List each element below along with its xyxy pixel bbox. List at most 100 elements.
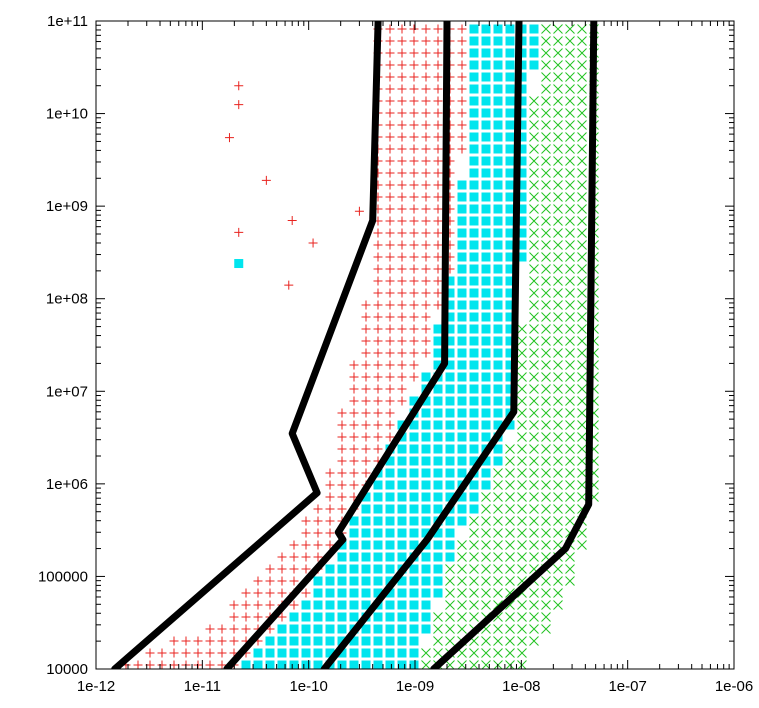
green-x-marker — [541, 600, 551, 610]
cyan-square-marker — [493, 84, 503, 94]
red-plus-marker — [397, 360, 407, 370]
red-plus-marker — [409, 372, 419, 382]
red-plus-marker — [373, 396, 383, 406]
green-x-marker — [529, 108, 539, 118]
green-x-marker — [553, 492, 563, 502]
cyan-square-marker — [349, 576, 359, 586]
cyan-square-marker — [325, 648, 335, 658]
cyan-square-marker — [421, 444, 431, 454]
cyan-square-marker — [385, 552, 395, 562]
cyan-square-marker — [433, 396, 443, 406]
cyan-square-marker — [445, 276, 455, 286]
red-plus-marker — [397, 336, 407, 346]
green-x-marker — [493, 516, 503, 526]
green-x-marker — [469, 600, 479, 610]
cyan-square-marker — [517, 228, 527, 238]
green-x-marker — [565, 48, 575, 58]
red-plus-marker — [409, 48, 419, 58]
cyan-square-marker — [277, 648, 287, 658]
green-x-marker — [529, 492, 539, 502]
green-x-marker — [529, 144, 539, 154]
red-plus-marker — [349, 372, 359, 382]
cyan-square-marker — [505, 348, 515, 358]
cyan-square-marker — [481, 84, 491, 94]
red-plus-marker — [181, 648, 191, 658]
green-x-marker — [517, 648, 527, 658]
cyan-square-marker — [469, 84, 479, 94]
red-plus-marker — [349, 432, 359, 442]
cyan-square-marker — [493, 252, 503, 262]
green-x-marker — [577, 288, 587, 298]
green-x-marker — [541, 168, 551, 178]
cyan-square-marker — [313, 588, 323, 598]
green-x-marker — [565, 576, 575, 586]
cyan-square-marker — [373, 648, 383, 658]
red-plus-marker — [409, 288, 419, 298]
green-x-marker — [493, 504, 503, 514]
green-x-marker — [529, 528, 539, 538]
red-plus-marker — [433, 228, 443, 238]
red-plus-marker — [313, 516, 323, 526]
cyan-square-marker — [505, 276, 515, 286]
cyan-square-marker — [457, 300, 467, 310]
red-plus-marker — [397, 396, 407, 406]
green-x-marker — [553, 204, 563, 214]
cyan-square-marker — [397, 516, 407, 526]
cyan-square-marker — [361, 600, 371, 610]
green-x-marker — [469, 552, 479, 562]
red-plus-marker-outlier — [284, 280, 294, 290]
cyan-square-marker — [517, 96, 527, 106]
green-x-marker — [505, 468, 515, 478]
green-x-marker — [565, 180, 575, 190]
green-x-marker — [553, 96, 563, 106]
cyan-square-marker — [301, 612, 311, 622]
red-plus-marker — [421, 36, 431, 46]
red-plus-marker — [337, 480, 347, 490]
green-x-marker — [469, 564, 479, 574]
red-plus-marker — [397, 72, 407, 82]
red-plus-marker — [193, 636, 203, 646]
cyan-square-marker — [493, 300, 503, 310]
red-plus-marker — [433, 36, 443, 46]
cyan-square-marker — [517, 156, 527, 166]
green-x-marker — [529, 504, 539, 514]
red-plus-marker — [373, 252, 383, 262]
cyan-square-marker — [469, 168, 479, 178]
cyan-square-marker — [457, 468, 467, 478]
green-x-marker — [553, 144, 563, 154]
red-plus-marker — [433, 120, 443, 130]
red-plus-marker — [421, 264, 431, 274]
cyan-square-marker — [529, 60, 539, 70]
green-x-marker — [577, 468, 587, 478]
green-x-marker — [529, 120, 539, 130]
cyan-square-marker — [493, 192, 503, 202]
cyan-square-marker — [481, 396, 491, 406]
red-plus-marker — [241, 600, 251, 610]
red-plus-marker — [373, 360, 383, 370]
cyan-square-marker — [445, 480, 455, 490]
green-x-marker — [553, 588, 563, 598]
red-plus-marker — [289, 552, 299, 562]
red-plus-marker — [433, 84, 443, 94]
cyan-square-marker — [349, 528, 359, 538]
cyan-square-marker — [361, 528, 371, 538]
cyan-square-marker — [469, 300, 479, 310]
red-plus-marker — [265, 564, 275, 574]
cyan-square-marker — [409, 492, 419, 502]
cyan-square-marker — [469, 192, 479, 202]
cyan-square-marker — [373, 612, 383, 622]
scatter-markers — [121, 24, 599, 669]
cyan-square-marker — [469, 120, 479, 130]
green-x-marker — [565, 324, 575, 334]
cyan-square-marker — [493, 348, 503, 358]
red-plus-marker — [385, 84, 395, 94]
cyan-square-marker — [433, 456, 443, 466]
green-x-marker — [505, 648, 515, 658]
cyan-square-marker — [421, 372, 431, 382]
cyan-square-marker — [517, 204, 527, 214]
red-plus-marker — [421, 168, 431, 178]
green-x-marker — [445, 588, 455, 598]
green-x-marker — [565, 420, 575, 430]
red-plus-marker — [277, 552, 287, 562]
cyan-square-marker — [517, 240, 527, 250]
